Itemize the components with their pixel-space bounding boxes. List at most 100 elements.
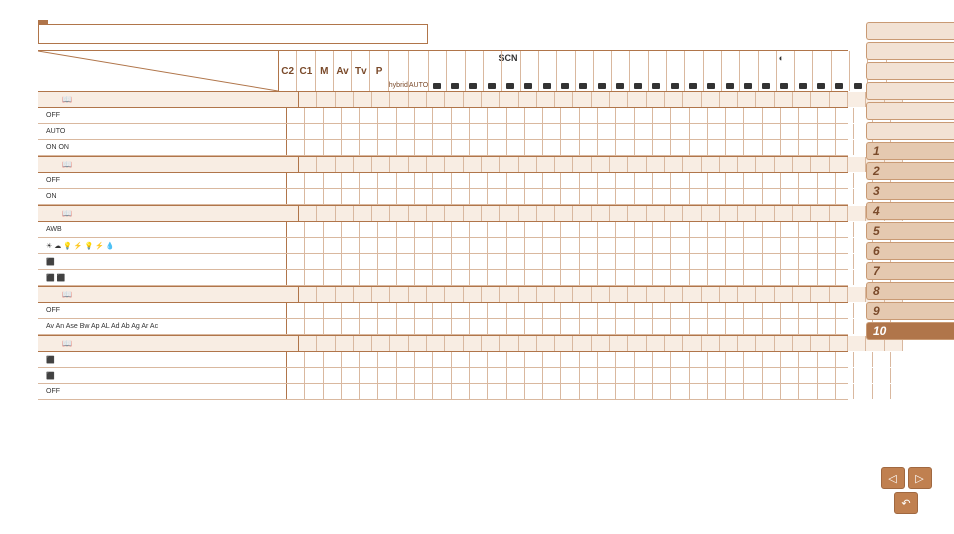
section-header-row [38,286,848,303]
grid-cell [525,368,543,383]
grid-cell [799,173,817,188]
grid-cell [324,319,342,334]
grid-cell [635,108,653,123]
grid-cell [305,108,323,123]
feature-row: ON [38,189,848,205]
grid-cell [525,319,543,334]
grid-cell [507,368,525,383]
grid-cell [452,270,470,285]
grid-cell [360,189,378,204]
grid-cell [507,384,525,399]
side-tab-6[interactable]: 6 [866,242,954,260]
grid-cell [433,173,451,188]
row-label: ⬛ ⬛ [38,270,287,285]
grid-cell [378,254,396,269]
grid-cell [342,108,360,123]
grid-cell [580,270,598,285]
grid-cell [452,368,470,383]
grid-cell [598,384,616,399]
grid-cell [635,270,653,285]
grid-cell [488,368,506,383]
grid-cell [690,108,708,123]
grid-cell [726,238,744,253]
side-tab-blank[interactable] [866,62,954,80]
grid-cell [378,319,396,334]
grid-cell [744,173,762,188]
grid-cell [818,108,836,123]
grid-cell [525,303,543,318]
side-tab-blank[interactable] [866,42,954,60]
grid-cell [452,140,470,155]
grid-cell [488,140,506,155]
grid-cell [397,254,415,269]
grid-cell [287,254,305,269]
next-button[interactable]: ▷ [908,467,932,489]
grid-cell [726,368,744,383]
grid-cell [580,189,598,204]
grid-cell [378,124,396,139]
nav-controls: ◁ ▷ ↶ [878,467,934,514]
feature-row: OFF [38,303,848,319]
grid-cell [708,108,726,123]
grid-cell [287,189,305,204]
grid-cell [580,254,598,269]
grid-cell [470,140,488,155]
side-tab-5[interactable]: 5 [866,222,954,240]
side-tab-3[interactable]: 3 [866,182,954,200]
grid-cell [744,270,762,285]
grid-cell [360,384,378,399]
grid-cell [561,124,579,139]
book-icon [58,95,72,104]
grid-cell [708,254,726,269]
grid-cell [525,238,543,253]
side-tab-2[interactable]: 2 [866,162,954,180]
grid-cell [305,173,323,188]
grid-cell [378,368,396,383]
side-tab-1[interactable]: 1 [866,142,954,160]
grid-cell [324,384,342,399]
side-tab-9[interactable]: 9 [866,302,954,320]
grid-cell [690,254,708,269]
grid-cell [635,303,653,318]
side-tab-8[interactable]: 8 [866,282,954,300]
side-tab-blank[interactable] [866,82,954,100]
grid-cell [818,189,836,204]
grid-cell [781,254,799,269]
back-button[interactable]: ↶ [894,492,918,514]
grid-cell [671,352,689,367]
grid-cell [397,368,415,383]
side-tab-blank[interactable] [866,122,954,140]
col-header [649,51,667,91]
grid-cell [781,270,799,285]
grid-cell [543,189,561,204]
grid-cell [726,124,744,139]
grid-cell [397,124,415,139]
grid-cell [598,238,616,253]
grid-cell [378,189,396,204]
grid-cell [598,352,616,367]
grid-cell [799,222,817,237]
grid-cell [543,124,561,139]
side-tab-blank[interactable] [866,102,954,120]
side-tab-10[interactable]: 10 [866,322,954,340]
grid-cell [763,384,781,399]
grid-cell [873,352,891,367]
grid-cell [836,173,854,188]
prev-button[interactable]: ◁ [881,467,905,489]
side-tab-4[interactable]: 4 [866,202,954,220]
side-tab-7[interactable]: 7 [866,262,954,280]
grid-cell [360,368,378,383]
grid-cell [781,124,799,139]
grid-cell [598,173,616,188]
grid-cell [671,270,689,285]
grid-cell [616,124,634,139]
col-header [539,51,557,91]
grid-cell [580,238,598,253]
grid-cell [452,108,470,123]
grid-cell [415,189,433,204]
grid-cell [507,108,525,123]
grid-cell [818,352,836,367]
grid-cell [635,384,653,399]
side-tab-blank[interactable] [866,22,954,40]
grid-cell [452,124,470,139]
